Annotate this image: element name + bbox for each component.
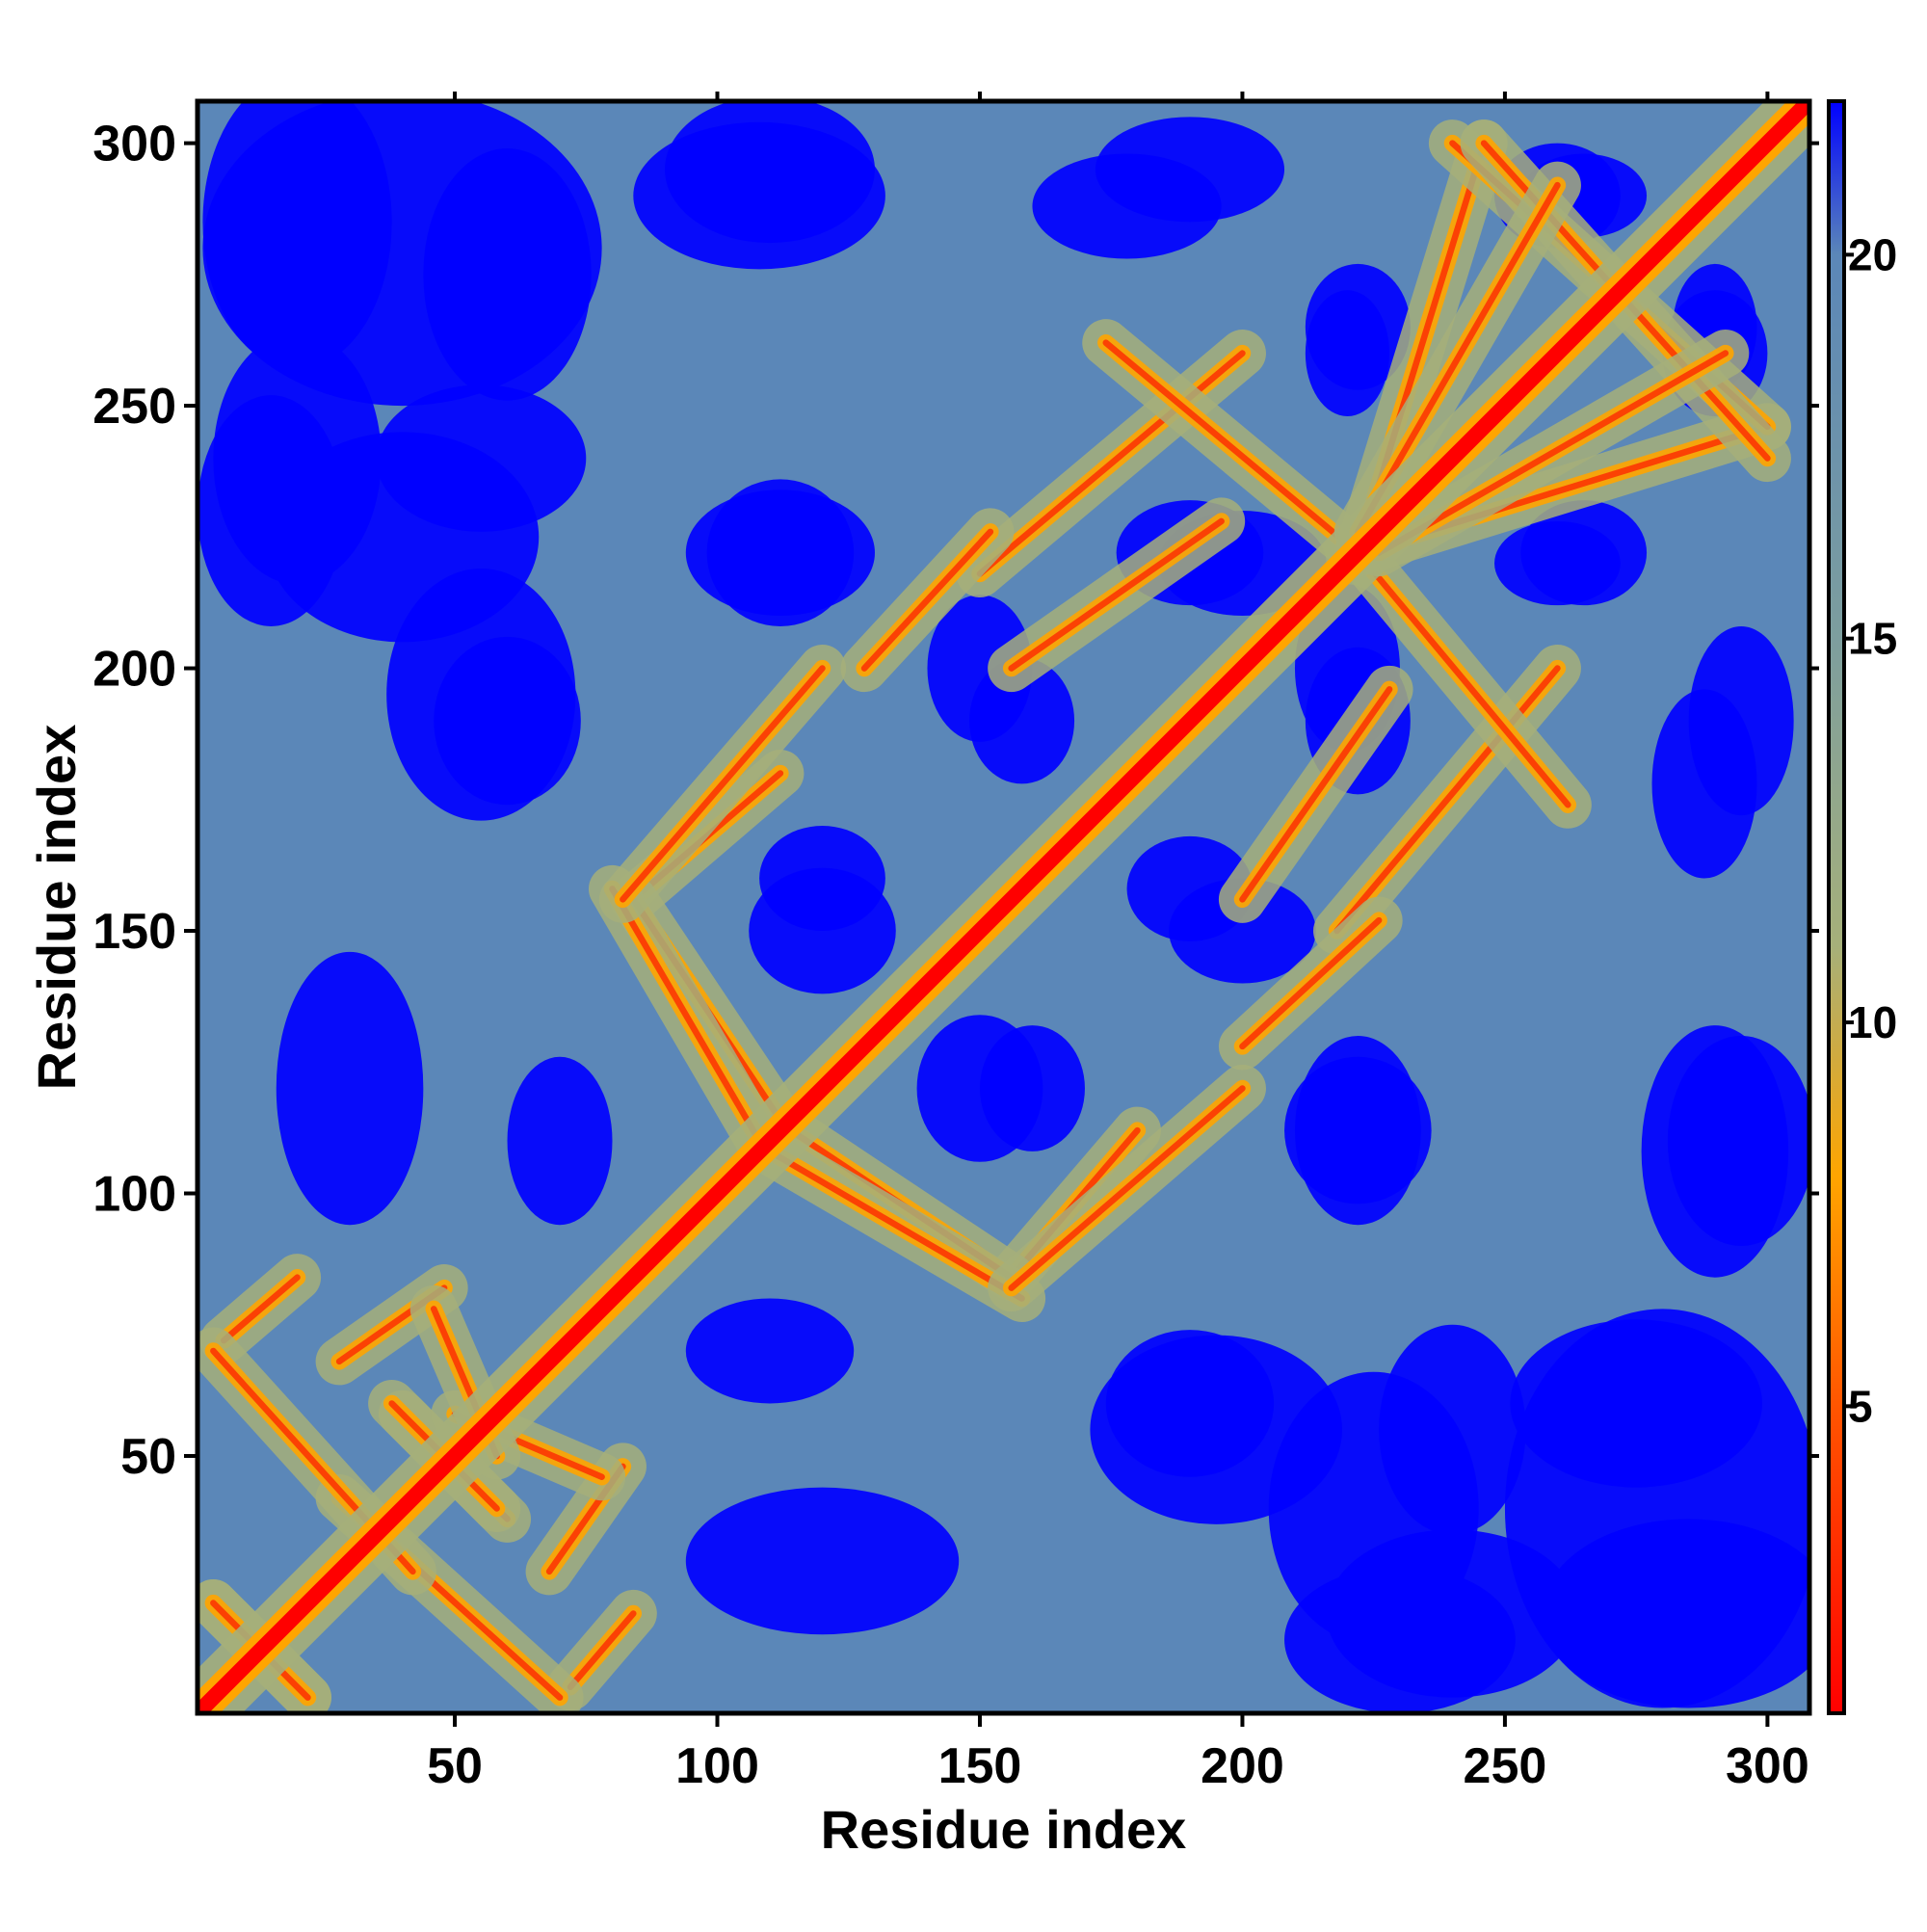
contact-band-11-mirror-layer2 [1239,686,1393,903]
far-cluster-17-mirror [749,867,896,994]
far-cluster-23 [1542,1519,1809,1708]
y-axis-title: Residue index [26,725,87,1091]
far-cluster-19-mirror [665,101,875,244]
far-cluster-25-mirror [213,331,382,585]
y-tick-label: 300 [92,117,176,172]
far-cluster-14-mirror [1305,263,1411,390]
plot-area [198,101,1809,1713]
colorbar-tick-label: 20 [1848,229,1897,279]
far-cluster-24-mirror [276,951,424,1226]
contact-band-13-mirror-layer2 [1102,339,1361,556]
x-tick-label: 300 [1726,1738,1809,1794]
x-tick-label: 100 [675,1738,759,1794]
diagonal-layer2 [198,101,1809,1713]
far-cluster-10 [1126,835,1254,941]
colorbar-ticks: 5 10 15 20 [1844,229,1897,1431]
contact-band-16-mirror-layer2 [1355,181,1561,536]
colorbar-tick-label: 5 [1848,1381,1873,1431]
far-cluster-18 [1284,1056,1432,1204]
contact-band-9-mirror-layer2 [620,665,826,903]
colorbar-gradient [1827,99,1846,1715]
contact-band-8-mirror-layer2 [609,886,763,1145]
contact-band-16-layer2 [1375,350,1729,556]
contact-band-13-layer2 [1355,549,1571,808]
contact-band-11-layer2 [1008,517,1225,672]
far-cluster-14 [1520,500,1648,606]
colorbar-tick-label: 15 [1848,614,1897,664]
y-tick-label: 100 [92,1166,176,1222]
x-axis-title: Residue index [821,1799,1187,1860]
y-tick-label: 150 [92,904,176,960]
far-cluster-18-mirror [706,479,855,626]
far-cluster-26 [685,1298,855,1404]
contact-band-9-layer2 [1008,1085,1246,1291]
contact-band-1-mirror-layer2 [567,1610,637,1691]
plot-frame [195,98,1812,1716]
contact-band-1-layer2 [220,1274,301,1344]
far-cluster-19 [1667,1036,1809,1246]
x-tick-label: 250 [1464,1738,1547,1794]
far-cluster-23-mirror [202,101,392,369]
contact-band-12-layer2 [1239,916,1383,1050]
far-cluster-26-mirror [507,1056,613,1226]
diagonal-band [198,101,1809,1713]
y-tick-label: 50 [120,1429,176,1485]
x-tick-label: 200 [1201,1738,1284,1794]
far-cluster-16-mirror [1095,117,1285,223]
far-distance-clusters [198,101,1809,1713]
y-tick-label: 250 [92,379,176,435]
far-cluster-16 [1688,625,1794,816]
far-cluster-25 [1326,1529,1579,1698]
x-tick-label: 150 [938,1738,1022,1794]
contact-band-8-layer2 [766,1148,1025,1302]
far-cluster-10-mirror [969,657,1075,784]
y-tick-label: 200 [92,642,176,698]
colorbar: 5 10 15 20 [1827,99,1897,1715]
far-cluster-17 [916,1015,1043,1162]
x-tick-label: 50 [427,1738,483,1794]
far-cluster-22 [1510,1319,1762,1488]
x-axis-ticks: 50 100 150 200 250 300 [427,92,1809,1794]
far-cluster-22-mirror [423,148,592,401]
colorbar-tick-label: 10 [1848,997,1897,1047]
contact-band-12-mirror-layer2 [860,528,994,672]
y-axis-ticks: 50 100 150 200 250 300 [92,117,1819,1485]
far-cluster-24 [685,1487,960,1635]
